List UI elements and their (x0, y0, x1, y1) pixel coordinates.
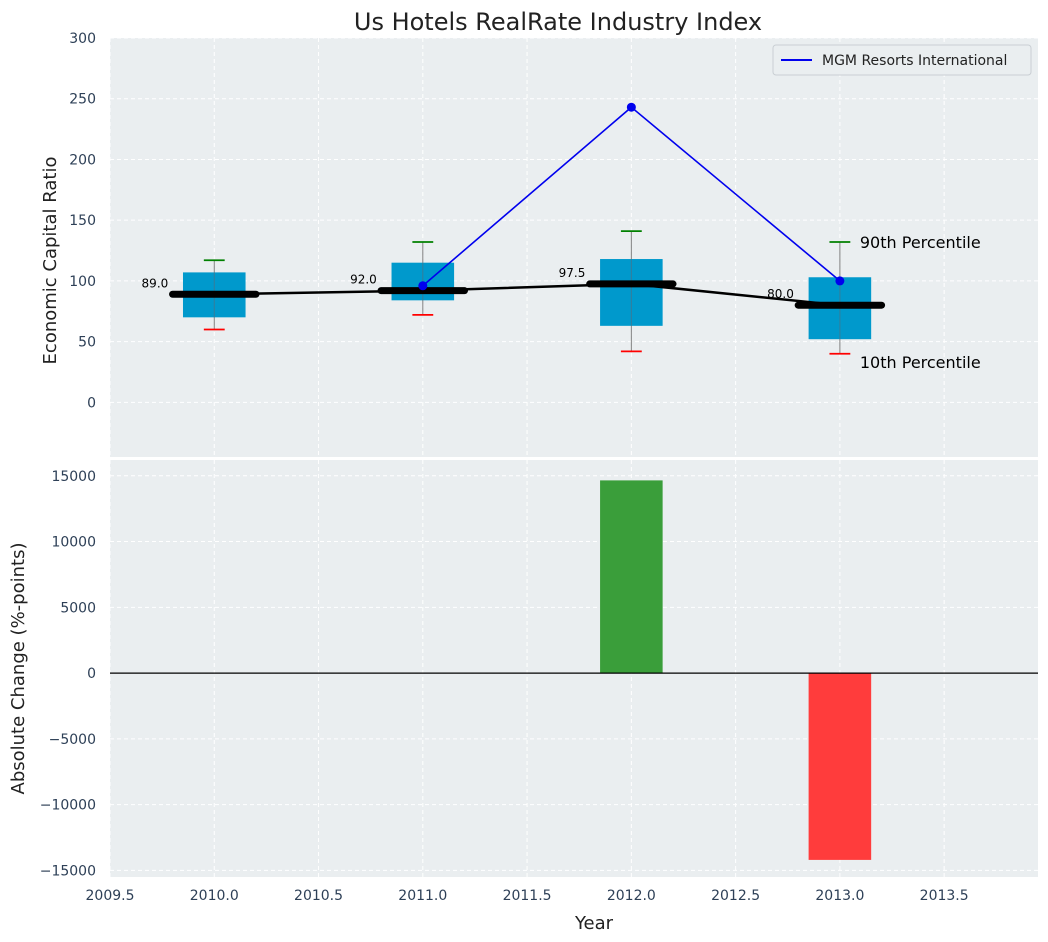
bottom-y-tick-label: 5000 (60, 600, 96, 616)
x-tick-label: 2010.0 (190, 888, 239, 904)
top-plot-area (110, 38, 1038, 457)
median-value-label: 89.0 (142, 276, 169, 290)
company-series-point (835, 276, 845, 286)
legend-label: MGM Resorts International (822, 53, 1007, 69)
top-y-tick-label: 150 (69, 213, 96, 229)
x-tick-label: 2012.0 (607, 888, 656, 904)
top-y-tick-label: 200 (69, 152, 96, 168)
bottom-panel: 15000 10000 5000 0 −5000 −10000 −15000 Absolut… (8, 460, 1038, 879)
top-y-tick-label: 100 (69, 274, 96, 290)
median-value-label: 80.0 (767, 287, 794, 301)
top-y-tick-label: 50 (78, 335, 96, 351)
top-panel: 300 250 200 150 100 50 0 89.0 92.0 97.5 80.0 90th… (40, 31, 1038, 457)
annotation-p10: 10th Percentile (860, 353, 981, 372)
legend: MGM Resorts International (772, 44, 1032, 76)
annotation-p90: 90th Percentile (860, 233, 981, 252)
top-y-tick-label: 250 (69, 92, 96, 108)
x-tick-label: 2009.5 (86, 888, 135, 904)
top-annotations: 90th Percentile75th PercentileMedian25th… (860, 233, 981, 372)
bottom-marks (110, 480, 1038, 860)
bottom-y-tick-label: −10000 (40, 798, 96, 814)
median-value-label: 92.0 (350, 273, 377, 287)
company-series-point (626, 102, 636, 112)
x-tick-label: 2011.5 (503, 888, 552, 904)
bottom-y-tick-label: −5000 (49, 732, 96, 748)
bottom-y-ticks: 15000 10000 5000 0 −5000 −10000 −15000 (40, 469, 96, 880)
x-tick-label: 2013.0 (815, 888, 864, 904)
company-series-point (418, 281, 428, 291)
x-ticks: 2009.5 2010.0 2010.5 2011.0 2011.5 2012.0 2012… (86, 888, 969, 904)
x-tick-label: 2012.5 (711, 888, 760, 904)
bottom-plot-area (110, 460, 1038, 877)
bottom-y-tick-label: 0 (87, 666, 96, 682)
bottom-y-axis-title: Absolute Change (%-points) (8, 543, 29, 795)
top-y-ticks: 300 250 200 150 100 50 0 (69, 31, 96, 411)
top-y-axis-title: Economic Capital Ratio (40, 157, 61, 365)
bottom-y-tick-label: −15000 (40, 863, 96, 879)
median-trend-line (214, 282, 841, 307)
x-tick-label: 2013.5 (920, 888, 969, 904)
x-axis-title: Year (574, 913, 614, 934)
top-y-tick-label: 300 (69, 31, 96, 47)
top-marks: 89.0 92.0 97.5 80.0 (142, 102, 886, 355)
x-tick-label: 2010.5 (294, 888, 343, 904)
bottom-y-tick-label: 10000 (51, 535, 96, 551)
bottom-y-tick-label: 15000 (51, 469, 96, 485)
change-bar (808, 673, 872, 860)
chart-title: Us Hotels RealRate Industry Index (354, 8, 762, 36)
median-value-label: 97.5 (559, 266, 586, 280)
top-y-tick-label: 0 (87, 395, 96, 411)
change-bar (600, 480, 663, 674)
x-tick-label: 2011.0 (398, 888, 447, 904)
top-grid (109, 37, 1038, 457)
legend-box (772, 44, 1032, 76)
